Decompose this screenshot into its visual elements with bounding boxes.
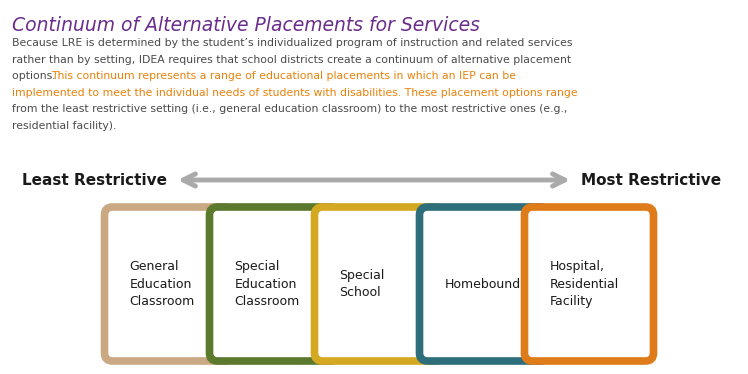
Text: This continuum represents a range of educational placements in which an IEP can : This continuum represents a range of edu…: [51, 71, 516, 81]
Text: Least Restrictive: Least Restrictive: [22, 172, 167, 187]
Text: Special
Education
Classroom: Special Education Classroom: [235, 260, 300, 308]
FancyBboxPatch shape: [420, 207, 548, 361]
FancyBboxPatch shape: [524, 207, 654, 361]
Text: implemented to meet the individual needs of students with disabilities. These pl: implemented to meet the individual needs…: [12, 88, 577, 98]
FancyBboxPatch shape: [314, 207, 444, 361]
Text: options.: options.: [12, 71, 59, 81]
Text: Hospital,
Residential
Facility: Hospital, Residential Facility: [550, 260, 619, 308]
Text: Homebound: Homebound: [444, 278, 521, 291]
FancyBboxPatch shape: [105, 207, 233, 361]
Text: Most Restrictive: Most Restrictive: [581, 172, 721, 187]
Text: General
Education
Classroom: General Education Classroom: [129, 260, 194, 308]
FancyBboxPatch shape: [209, 207, 339, 361]
Text: Because LRE is determined by the student’s individualized program of instruction: Because LRE is determined by the student…: [12, 38, 572, 48]
Text: Continuum of Alternative Placements for Services: Continuum of Alternative Placements for …: [12, 16, 480, 35]
Text: from the least restrictive setting (i.e., general education classroom) to the mo: from the least restrictive setting (i.e.…: [12, 104, 568, 114]
Text: residential facility).: residential facility).: [12, 120, 117, 131]
Text: Special
School: Special School: [340, 269, 385, 299]
Text: rather than by setting, IDEA requires that school districts create a continuum o: rather than by setting, IDEA requires th…: [12, 55, 571, 64]
